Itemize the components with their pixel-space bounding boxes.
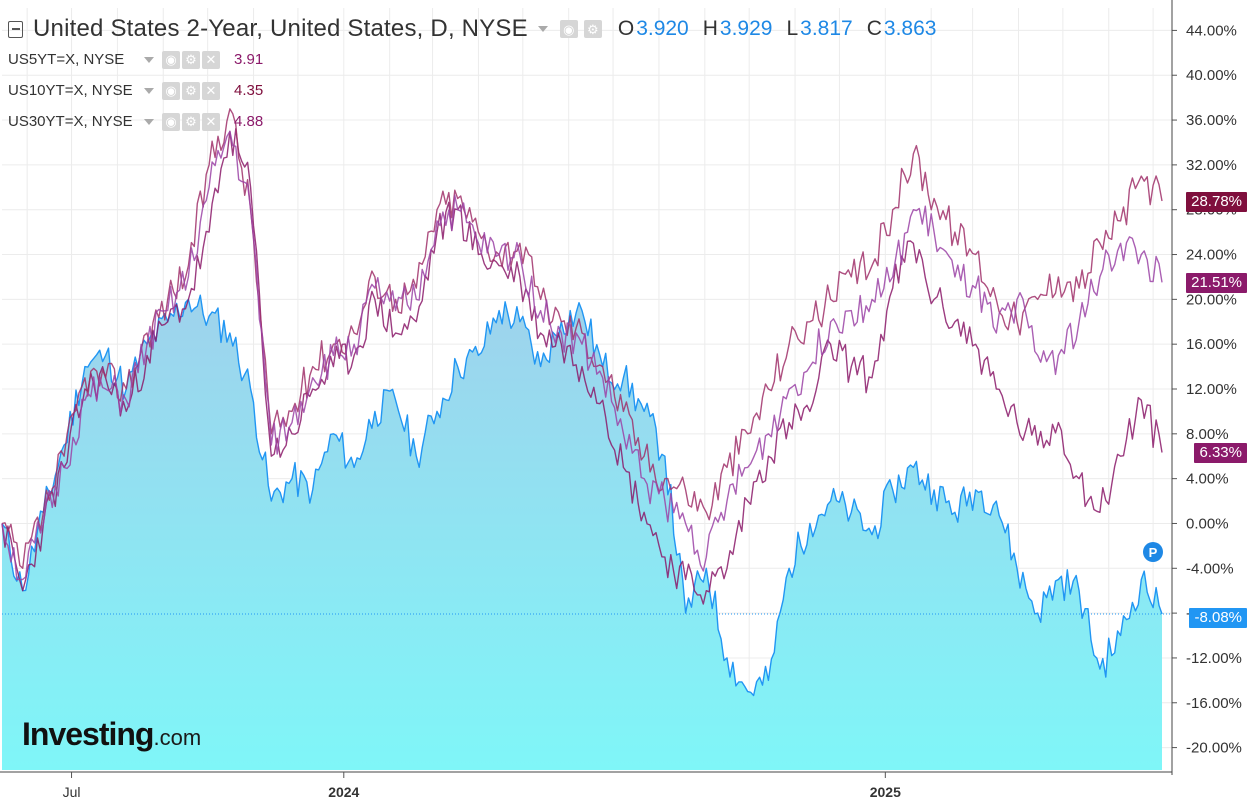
ohlc-close: C3.863 [866,17,937,40]
y-tick-label: 16.00% [1186,336,1237,353]
y-tick-label: 0.00% [1186,515,1229,532]
chart-title: United States 2-Year, United States, D, … [33,15,528,42]
y-tick-label: 8.00% [1186,426,1229,443]
legend-symbol[interactable]: US30YT=X, NYSE [8,113,133,130]
close-icon[interactable]: ✕ [202,112,220,131]
x-tick-label: 2024 [328,784,359,800]
series-line-us30y [1,130,1163,581]
y-tick-label: 24.00% [1186,247,1237,264]
eye-icon[interactable]: ◉ [162,50,180,69]
gear-icon[interactable]: ⚙ [182,81,200,100]
legend-main-row: United States 2-Year, United States, D, … [8,14,936,44]
legend-row-us5y: US5YT=X, NYSE ◉ ⚙ ✕ 3.91 [8,44,936,75]
ohlc-high: H3.929 [702,17,773,40]
y-tick-label: 40.00% [1186,67,1237,84]
ohlc-readout: O3.920 H3.929 L3.817 C3.863 [618,17,937,41]
event-marker[interactable]: P [1143,542,1163,562]
chevron-down-icon[interactable] [144,118,154,125]
y-tick-label: -20.00% [1186,740,1242,757]
legend-value: 4.35 [234,82,264,99]
price-tag-us2y: -8.08% [1189,608,1247,628]
legend-symbol[interactable]: US10YT=X, NYSE [8,82,133,99]
legend-row-us30y: US30YT=X, NYSE ◉ ⚙ ✕ 4.88 [8,106,936,137]
series-line-us10y [1,108,1163,569]
us2y-area [2,295,1162,770]
us2y-area-fill [2,295,1162,770]
y-tick-label: -12.00% [1186,650,1242,667]
ohlc-open: O3.920 [617,17,689,40]
price-tag-us5y: 6.33% [1194,443,1247,463]
y-tick-label: 32.00% [1186,157,1237,174]
x-tick-label: 2025 [870,784,901,800]
ohlc-low: L3.817 [786,17,853,40]
y-tick-label: 44.00% [1186,22,1237,39]
price-tag-us30y: 21.51% [1186,273,1247,293]
legend-row-us10y: US10YT=X, NYSE ◉ ⚙ ✕ 4.35 [8,75,936,106]
gear-icon[interactable]: ⚙ [182,50,200,69]
y-tick-label: 12.00% [1186,381,1237,398]
close-icon[interactable]: ✕ [202,50,220,69]
eye-icon[interactable]: ◉ [162,112,180,131]
logo-suffix: .com [153,725,202,750]
eye-icon[interactable]: ◉ [559,20,578,38]
legend-symbol[interactable]: US5YT=X, NYSE [8,51,125,68]
y-tick-label: -16.00% [1186,695,1242,712]
x-tick-label: Jul [63,784,81,800]
collapse-legend-button[interactable] [8,20,23,38]
series-line-us5y [1,127,1163,605]
chevron-down-icon[interactable] [144,87,154,94]
legend-value: 3.91 [234,51,264,68]
y-tick-label: 20.00% [1186,291,1237,308]
gear-icon[interactable]: ⚙ [182,112,200,131]
y-tick-label: 4.00% [1186,471,1229,488]
axes: 44.00%40.00%36.00%32.00%28.00%24.00%20.0… [0,0,1242,800]
legend: United States 2-Year, United States, D, … [8,14,936,137]
legend-value: 4.88 [234,113,264,130]
series-line-us2y [1,294,1163,697]
series-lines [1,108,1172,697]
logo-text: Investing [22,716,154,752]
chevron-down-icon[interactable] [537,26,548,32]
eye-icon[interactable]: ◉ [162,81,180,100]
close-icon[interactable]: ✕ [202,81,220,100]
y-tick-label: -4.00% [1186,560,1234,577]
investing-logo: Investing .com [22,716,201,753]
chevron-down-icon[interactable] [144,56,154,63]
y-tick-label: 36.00% [1186,112,1237,129]
price-tag-us10y: 28.78% [1186,192,1247,212]
gear-icon[interactable]: ⚙ [583,20,602,38]
